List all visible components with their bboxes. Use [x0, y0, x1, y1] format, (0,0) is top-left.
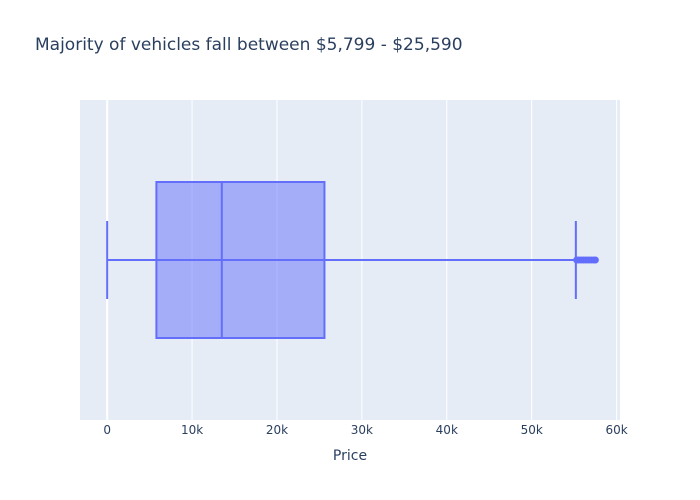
x-tick-label: 10k — [181, 423, 203, 437]
x-tick-label: 40k — [436, 423, 458, 437]
box-trace[interactable] — [106, 181, 599, 339]
chart-title: Majority of vehicles fall between $5,799… — [35, 35, 463, 55]
iqr-box[interactable] — [155, 181, 326, 339]
x-tick-label: 60k — [605, 423, 627, 437]
x-tick-label: 30k — [351, 423, 373, 437]
x-tick-label: 50k — [521, 423, 543, 437]
x-tick-label: 0 — [103, 423, 111, 437]
outlier-point[interactable] — [591, 256, 599, 264]
x-tick-label: 20k — [266, 423, 288, 437]
x-axis-ticks: 0 10k 20k 30k 40k 50k 60k — [103, 423, 627, 437]
x-axis-title: Price — [333, 448, 367, 464]
